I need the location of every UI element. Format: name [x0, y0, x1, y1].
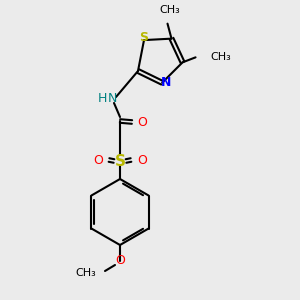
- Text: CH₃: CH₃: [75, 268, 96, 278]
- Text: CH₃: CH₃: [211, 52, 231, 62]
- Text: O: O: [137, 154, 147, 166]
- Text: CH₃: CH₃: [159, 4, 180, 15]
- Text: O: O: [115, 254, 125, 268]
- Text: S: S: [140, 31, 148, 44]
- Text: O: O: [93, 154, 103, 166]
- Text: O: O: [137, 116, 147, 130]
- Text: H: H: [97, 92, 107, 104]
- Text: N: N: [161, 76, 171, 89]
- Text: S: S: [115, 154, 125, 169]
- Text: N: N: [107, 92, 117, 106]
